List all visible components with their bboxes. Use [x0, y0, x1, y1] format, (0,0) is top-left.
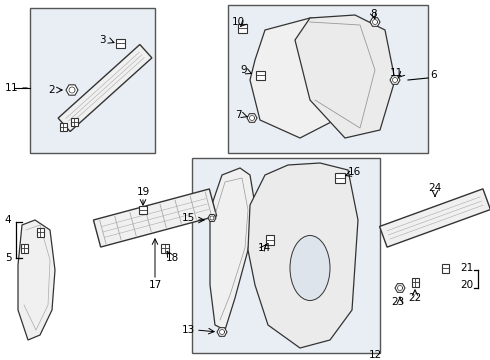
- Polygon shape: [66, 85, 78, 95]
- Polygon shape: [390, 76, 400, 84]
- Bar: [71, 118, 77, 126]
- Ellipse shape: [290, 235, 330, 301]
- Text: 23: 23: [392, 297, 405, 307]
- Text: 19: 19: [136, 187, 149, 197]
- Bar: [116, 39, 124, 48]
- Bar: [36, 228, 44, 237]
- Text: 15: 15: [182, 213, 195, 223]
- Text: 2: 2: [49, 85, 55, 95]
- Bar: [59, 123, 67, 131]
- Bar: [266, 235, 274, 245]
- Text: 20: 20: [460, 280, 473, 290]
- Polygon shape: [395, 284, 405, 292]
- Bar: [441, 264, 448, 273]
- Text: 7: 7: [235, 110, 242, 120]
- Bar: [228, 5, 428, 153]
- Bar: [335, 173, 345, 183]
- Text: 3: 3: [99, 35, 106, 45]
- Bar: [139, 206, 147, 214]
- Text: 1: 1: [5, 83, 11, 93]
- Text: 9: 9: [240, 65, 246, 75]
- Text: 10: 10: [232, 17, 245, 27]
- Text: 24: 24: [428, 183, 441, 193]
- Polygon shape: [210, 168, 255, 330]
- Text: 8: 8: [370, 9, 377, 19]
- Text: 17: 17: [148, 280, 162, 290]
- Polygon shape: [370, 18, 380, 26]
- Polygon shape: [247, 114, 257, 122]
- Text: 11: 11: [390, 68, 403, 78]
- Bar: [30, 8, 155, 153]
- Bar: [255, 71, 265, 80]
- Text: 13: 13: [182, 325, 195, 335]
- Text: 16: 16: [348, 167, 361, 177]
- Polygon shape: [217, 328, 227, 336]
- Text: 18: 18: [166, 253, 179, 263]
- Polygon shape: [58, 45, 152, 131]
- Bar: [192, 158, 380, 353]
- Bar: [238, 23, 246, 32]
- Polygon shape: [295, 15, 395, 138]
- Text: 21: 21: [460, 263, 473, 273]
- Polygon shape: [250, 18, 350, 138]
- Polygon shape: [18, 220, 55, 340]
- Polygon shape: [380, 189, 490, 247]
- Text: 5: 5: [5, 253, 11, 263]
- Bar: [161, 243, 169, 252]
- Text: 6: 6: [430, 70, 437, 80]
- Text: 4: 4: [5, 215, 11, 225]
- Polygon shape: [208, 215, 216, 221]
- Text: 22: 22: [408, 293, 421, 303]
- Bar: [412, 278, 418, 287]
- Text: 12: 12: [368, 350, 382, 360]
- Text: 14: 14: [258, 243, 271, 253]
- Polygon shape: [248, 163, 358, 348]
- Polygon shape: [94, 189, 217, 247]
- Text: 1: 1: [11, 83, 27, 93]
- Bar: [21, 243, 27, 252]
